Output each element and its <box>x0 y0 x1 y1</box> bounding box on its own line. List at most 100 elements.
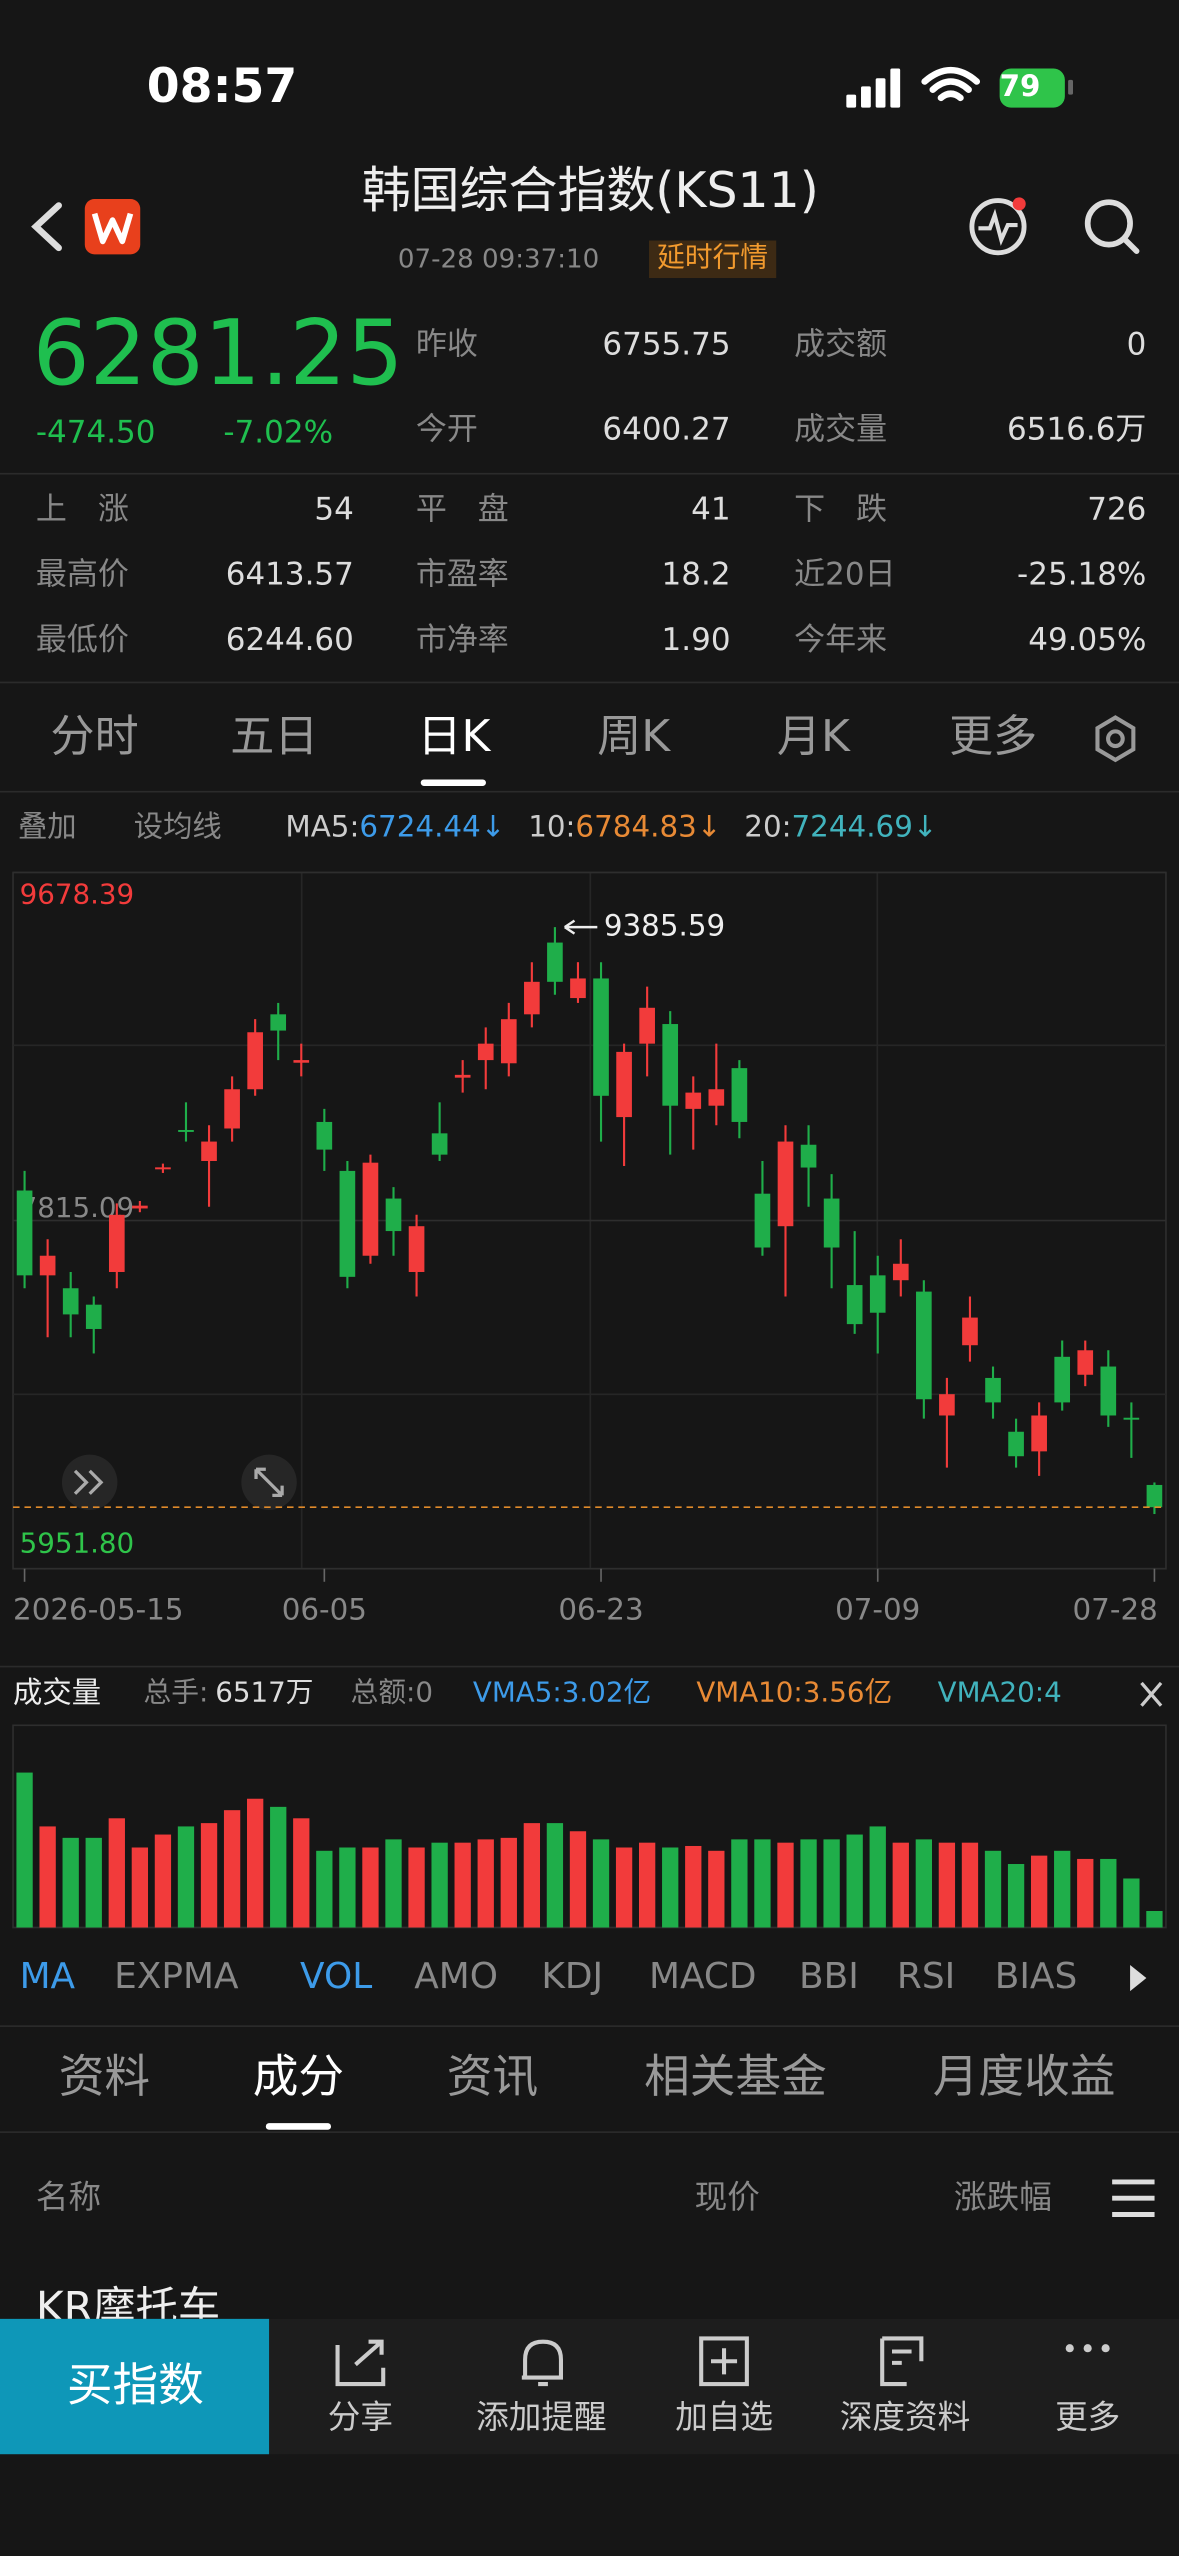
info-tab[interactable]: 资讯 <box>446 2049 539 2104</box>
col-price[interactable]: 现价 <box>694 2176 760 2217</box>
candle-body <box>916 1291 932 1400</box>
candle-body <box>178 1129 194 1132</box>
period-tab[interactable]: 月K <box>776 711 850 763</box>
volume-bar <box>546 1823 564 1928</box>
research-icon[interactable] <box>880 2336 924 2387</box>
bottom-item[interactable]: 添加提醒 <box>476 2397 607 2437</box>
x-tick-label: 06-05 <box>282 1593 367 1627</box>
expand-left-button[interactable] <box>61 1454 118 1511</box>
bottom-item[interactable]: 加自选 <box>675 2397 773 2437</box>
watchlist-icon[interactable] <box>699 2336 749 2387</box>
bottom-item[interactable]: 分享 <box>327 2397 394 2437</box>
volume-title: 成交量 <box>13 1676 102 1711</box>
volume-bar <box>85 1837 102 1928</box>
signal-bar <box>846 94 857 108</box>
volume-bar <box>16 1772 33 1928</box>
buy-button-label[interactable]: 买指数 <box>66 2358 204 2412</box>
volume-bar <box>800 1839 817 1928</box>
indicator-tab[interactable]: RSI <box>896 1956 956 1998</box>
period-tab[interactable]: 分时 <box>50 711 139 763</box>
candle-body <box>892 1263 909 1281</box>
max-label: 9385.59 <box>604 909 725 943</box>
breadth-value: 726 <box>1087 491 1147 528</box>
breadth-value: -25.18% <box>1017 556 1147 593</box>
alarm-icon[interactable] <box>521 2339 564 2387</box>
candle-body <box>685 1092 702 1109</box>
app-logo-w <box>91 212 134 245</box>
last-price: 6281.25 <box>32 300 404 406</box>
candle-body <box>132 1205 148 1209</box>
battery-level: 79 <box>999 70 1041 105</box>
indicator-tab[interactable]: MA <box>19 1956 76 1998</box>
stat-label: 昨收 <box>415 326 478 363</box>
indicator-tab[interactable]: BIAS <box>994 1956 1078 1998</box>
volume-bar <box>1007 1864 1025 1928</box>
breadth-label: 平 盘 <box>415 491 509 528</box>
header-left-icons[interactable] <box>16 192 163 260</box>
vma-label: VMA10:3.56亿 <box>696 1677 893 1710</box>
volume-bar <box>754 1839 771 1928</box>
indicator-tab[interactable]: EXPMA <box>114 1956 239 1998</box>
period-tab[interactable]: 日K <box>417 711 491 763</box>
volume-frame <box>12 1724 1167 1929</box>
candle-body <box>777 1141 794 1227</box>
indicator-tab[interactable]: BBI <box>799 1956 859 1998</box>
overlay-button[interactable]: 叠加 <box>17 810 77 845</box>
info-tab[interactable]: 资料 <box>58 2049 151 2104</box>
volume-bar <box>731 1839 748 1928</box>
volume-bar <box>108 1818 125 1928</box>
candle-body <box>593 978 609 1096</box>
breadth-label: 最低价 <box>35 622 129 658</box>
set-ma-button[interactable]: 设均线 <box>133 810 222 845</box>
price-change-pct: -7.02% <box>223 415 334 451</box>
volume-bar <box>385 1839 402 1928</box>
candle-body <box>1054 1356 1071 1403</box>
search-icon[interactable] <box>1084 199 1133 248</box>
info-tab[interactable]: 月度收益 <box>932 2049 1116 2104</box>
volume-bar <box>592 1839 610 1928</box>
info-tab[interactable]: 成分 <box>252 2049 345 2104</box>
breadth-label: 市盈率 <box>415 556 509 593</box>
share-icon[interactable] <box>335 2339 386 2387</box>
col-change[interactable]: 涨跌幅 <box>953 2176 1052 2217</box>
ma-label: MA5: <box>285 810 360 845</box>
volume-bar <box>454 1842 471 1928</box>
list-settings[interactable] <box>1109 2177 1158 2219</box>
settings-hex <box>1095 715 1136 763</box>
period-tab[interactable]: 更多 <box>949 711 1038 763</box>
status-icons <box>846 66 1074 108</box>
more-indicators[interactable] <box>1125 1962 1151 1995</box>
candle-body <box>1008 1431 1024 1457</box>
volume-bar <box>177 1826 195 1928</box>
separator <box>0 790 1179 793</box>
indicator-tab[interactable]: AMO <box>414 1956 498 1998</box>
back-button[interactable] <box>31 202 62 252</box>
candle-body <box>1077 1350 1094 1375</box>
indicator-tab[interactable]: MACD <box>649 1956 757 1998</box>
y-tick-label: 9678.39 <box>20 877 135 910</box>
header-right-icons[interactable] <box>962 189 1158 264</box>
period-tab[interactable]: 周K <box>597 711 671 763</box>
candle-body <box>339 1170 356 1277</box>
indicator-tab[interactable]: VOL <box>300 1956 373 1998</box>
header-timestamp: 07-28 09:37:10 <box>397 242 600 274</box>
close-volume[interactable] <box>1140 1681 1163 1707</box>
breadth-label: 市净率 <box>415 622 509 658</box>
indicator-tab[interactable]: KDJ <box>541 1956 604 1998</box>
candle-body <box>108 1214 125 1272</box>
buy-button[interactable] <box>0 2318 270 2455</box>
bottom-item[interactable]: 深度资料 <box>839 2397 971 2437</box>
candle-body <box>570 978 586 999</box>
bottom-item[interactable]: 更多 <box>1055 2397 1121 2437</box>
breadth-value: 6244.60 <box>225 622 354 658</box>
x-tick-label: 07-09 <box>835 1593 920 1627</box>
alert-icon[interactable] <box>969 198 1027 256</box>
volume-bar <box>223 1810 241 1928</box>
candle-body <box>846 1285 863 1325</box>
candle-body <box>1146 1484 1163 1508</box>
info-tab[interactable]: 相关基金 <box>644 2049 827 2104</box>
settings-icon[interactable] <box>1089 713 1141 765</box>
breadth-label: 近20日 <box>794 556 896 593</box>
ma-value: 6784.83↓ <box>575 810 722 845</box>
period-tab[interactable]: 五日 <box>230 711 319 763</box>
